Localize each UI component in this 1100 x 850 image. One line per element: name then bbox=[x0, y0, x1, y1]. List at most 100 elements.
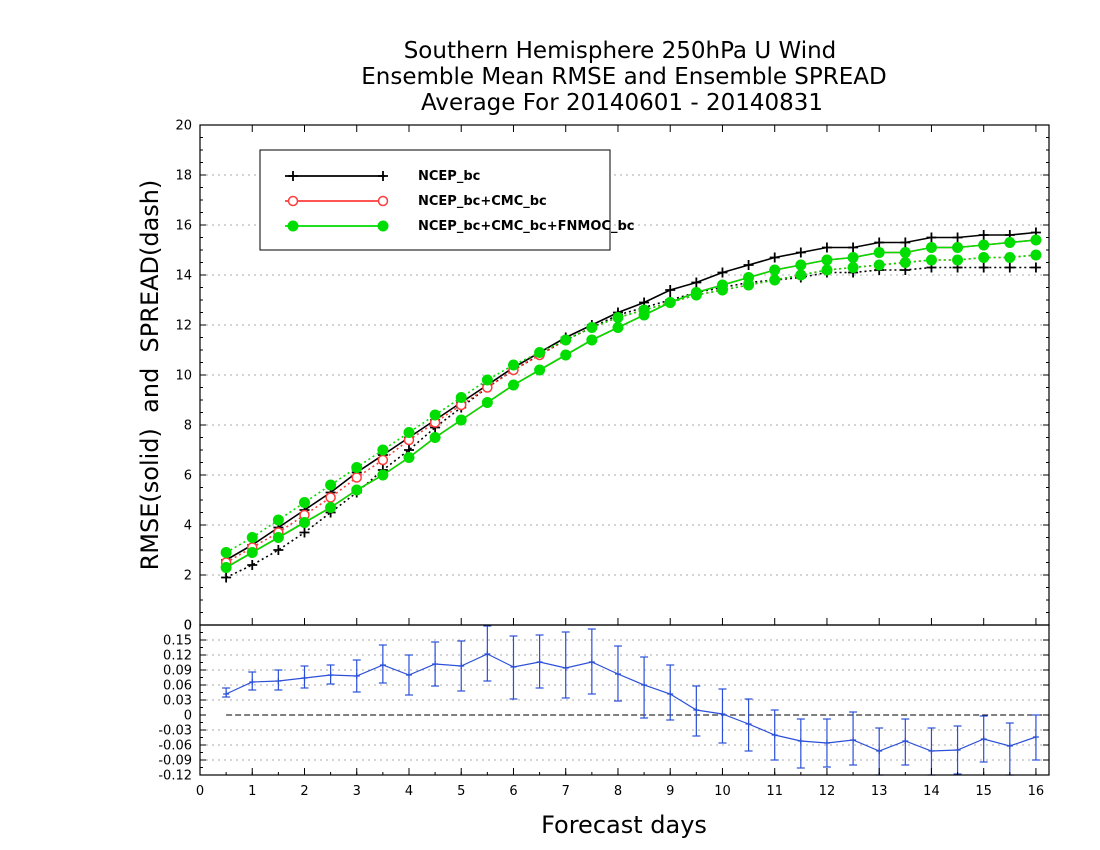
rmse-point bbox=[821, 242, 832, 253]
rmse-point bbox=[795, 259, 807, 271]
rmse-point bbox=[298, 517, 310, 528]
x-tick-label: 16 bbox=[1028, 784, 1045, 799]
difference-point bbox=[588, 659, 595, 665]
difference-series bbox=[222, 625, 1040, 776]
spread-point bbox=[1004, 252, 1016, 263]
upper-y-tick-label: 10 bbox=[175, 369, 192, 384]
x-tick-label: 5 bbox=[457, 784, 465, 799]
rmse-point bbox=[743, 260, 754, 270]
spread-point bbox=[220, 547, 232, 558]
spread-point bbox=[534, 347, 546, 358]
upper-y-tick-label: 6 bbox=[184, 469, 192, 484]
rmse-point bbox=[847, 252, 859, 263]
rmse-line-1 bbox=[225, 239, 1036, 569]
title-line-1: Southern Hemisphere 250hPa U Wind bbox=[404, 38, 837, 64]
lower-y-tick-label: 0.03 bbox=[163, 694, 192, 709]
rmse-point bbox=[507, 379, 519, 391]
difference-point bbox=[405, 672, 412, 678]
difference-point bbox=[928, 748, 935, 754]
difference-point bbox=[562, 665, 569, 671]
rmse-point bbox=[743, 272, 755, 283]
difference-point bbox=[353, 673, 360, 679]
x-tick-label: 12 bbox=[819, 784, 836, 799]
x-axis-label: Forecast days bbox=[541, 811, 707, 839]
rmse-point bbox=[220, 562, 232, 573]
x-tick-label: 14 bbox=[923, 784, 940, 799]
rmse-point bbox=[534, 364, 546, 376]
rmse-point bbox=[325, 502, 337, 513]
lower-y-axis: -0.12-0.09-0.06-0.0300.030.060.090.120.1… bbox=[158, 619, 1049, 784]
spread-point bbox=[899, 257, 911, 268]
rmse-point bbox=[978, 230, 989, 240]
rmse-point bbox=[848, 242, 859, 253]
spread-point bbox=[560, 334, 572, 346]
rmse-point bbox=[1030, 234, 1042, 246]
lower-y-tick-label: -0.12 bbox=[158, 769, 192, 784]
lower-y-tick-label: 0 bbox=[184, 619, 192, 634]
difference-point bbox=[667, 691, 674, 697]
lower-y-tick-label: 0 bbox=[184, 709, 192, 724]
title-line-2: Ensemble Mean RMSE and Ensemble SPREAD bbox=[361, 64, 886, 90]
rmse-point bbox=[586, 334, 598, 346]
legend-box bbox=[259, 149, 611, 251]
difference-point bbox=[484, 651, 491, 657]
spread-line-2 bbox=[225, 254, 1036, 554]
spread-point bbox=[925, 254, 937, 266]
rmse-point bbox=[769, 252, 780, 263]
lower-grid bbox=[200, 639, 1049, 776]
x-tick-label: 0 bbox=[196, 784, 204, 799]
spread-point bbox=[769, 274, 781, 286]
spread-point bbox=[1030, 262, 1041, 273]
spread-point bbox=[273, 545, 284, 555]
rmse-point bbox=[873, 247, 885, 258]
spread-point bbox=[1030, 249, 1042, 261]
spread-point bbox=[507, 359, 519, 371]
lower-y-tick-label: 0.09 bbox=[163, 664, 192, 679]
rmse-point bbox=[952, 232, 963, 243]
upper-y-tick-label: 16 bbox=[175, 219, 192, 234]
difference-point bbox=[745, 721, 752, 727]
upper-y-tick-label: 12 bbox=[175, 319, 192, 334]
rmse-point bbox=[455, 414, 467, 426]
rmse-point bbox=[716, 279, 728, 291]
lower-y-tick-label: 0.06 bbox=[163, 679, 192, 694]
rmse-point bbox=[925, 242, 937, 253]
rmse-point bbox=[638, 309, 650, 321]
lower-y-tick-label: -0.03 bbox=[158, 724, 192, 739]
x-tick-label: 2 bbox=[300, 784, 308, 799]
rmse-point bbox=[769, 264, 781, 276]
spread-point bbox=[586, 322, 598, 333]
x-tick-label: 13 bbox=[871, 784, 888, 799]
spread-point bbox=[795, 269, 807, 281]
difference-point bbox=[327, 672, 334, 678]
lower-y-tick-label: -0.06 bbox=[158, 739, 192, 754]
lower-y-tick-label: 0.12 bbox=[163, 649, 192, 664]
difference-point bbox=[641, 682, 648, 688]
spread-point bbox=[873, 259, 885, 271]
rmse-point bbox=[560, 349, 572, 361]
spread-point bbox=[298, 497, 310, 508]
upper-y-tick-label: 14 bbox=[175, 269, 192, 284]
x-tick-label: 7 bbox=[562, 784, 570, 799]
difference-point bbox=[432, 661, 439, 667]
spread-point bbox=[978, 262, 989, 273]
rmse-point bbox=[978, 239, 990, 251]
spread-point bbox=[272, 514, 284, 526]
difference-point bbox=[379, 662, 386, 668]
rmse-point bbox=[1004, 237, 1016, 248]
spread-point bbox=[429, 409, 441, 421]
difference-point bbox=[876, 748, 883, 754]
rmse-point bbox=[351, 484, 363, 496]
legend-marker-end bbox=[378, 171, 388, 181]
rmse-point bbox=[691, 277, 702, 288]
legend-marker-end bbox=[377, 220, 389, 232]
rmse-point bbox=[717, 267, 728, 278]
upper-y-tick-label: 0 bbox=[184, 619, 192, 634]
rmse-point bbox=[874, 237, 885, 248]
spread-point bbox=[325, 492, 336, 503]
rmse-point bbox=[900, 237, 911, 248]
legend-marker-start bbox=[288, 171, 298, 181]
spread-point bbox=[978, 252, 990, 263]
spread-line-1 bbox=[225, 254, 1036, 564]
